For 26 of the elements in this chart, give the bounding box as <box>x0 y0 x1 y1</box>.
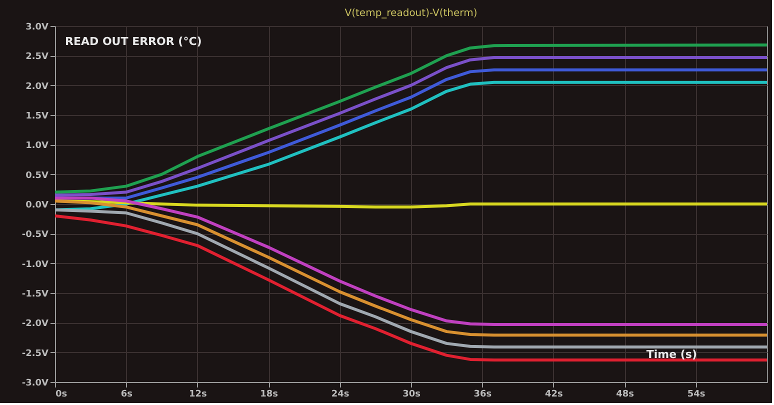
x-tick-label: 12s <box>188 390 207 400</box>
x-tick-label: 18s <box>260 390 278 400</box>
x-tick-label: 42s <box>544 390 563 400</box>
x-tick-label: 30s <box>402 390 420 400</box>
x-tick-label: 24s <box>331 390 350 400</box>
y-tick-label: 3.0V <box>26 22 49 32</box>
y-tick-label: 2.5V <box>26 52 49 62</box>
y-tick-label: 2.0V <box>26 82 49 92</box>
x-tick-label: 36s <box>474 390 492 400</box>
y-tick-label: -0.5V <box>22 230 49 240</box>
y-tick-label: -2.0V <box>22 319 49 330</box>
y-tick-label: -1.5V <box>22 290 49 300</box>
annotation: READ OUT ERROR (°C) <box>65 35 202 48</box>
y-tick-label: 0.5V <box>26 170 49 181</box>
x-tick-label: 54s <box>687 390 706 400</box>
y-tick-label: 1.5V <box>26 112 49 122</box>
x-axis-title: Time (s) <box>646 348 697 361</box>
y-tick-label: -1.0V <box>22 260 49 270</box>
x-tick-label: 0s <box>56 390 68 400</box>
x-tick-label: 48s <box>616 390 634 400</box>
y-tick-label: -3.0V <box>22 378 49 388</box>
y-tick-label: 0.0V <box>26 200 49 210</box>
y-tick-label: -2.5V <box>22 348 49 359</box>
y-tick-label: 1.0V <box>26 141 49 152</box>
chart-title: V(temp_readout)-V(therm) <box>344 8 478 19</box>
x-tick-label: 6s <box>120 390 133 400</box>
